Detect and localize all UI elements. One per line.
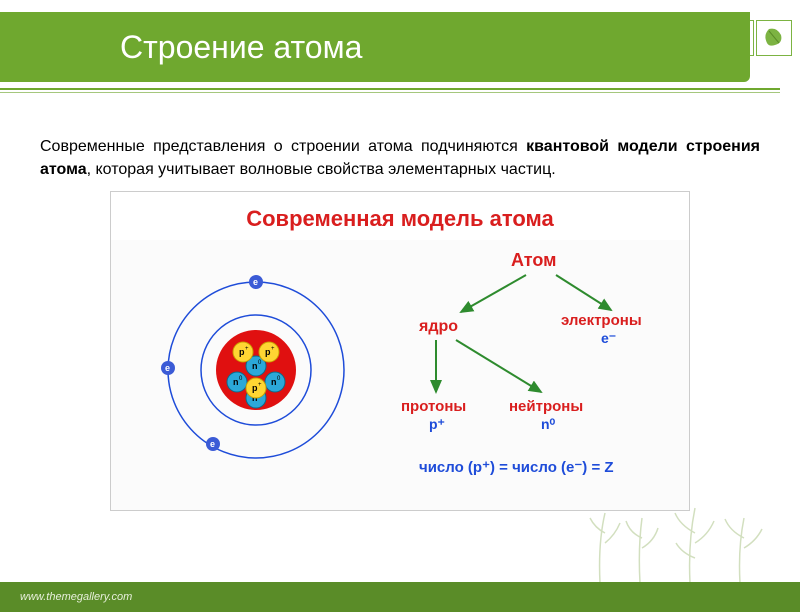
tree-diagram: Атом ядро электроны e⁻ протоны p⁺ нейтро…	[401, 240, 689, 500]
tree-atom: Атом	[511, 250, 556, 271]
tree-protons-sym: p⁺	[429, 416, 445, 433]
sq-3	[756, 20, 792, 56]
header-title: Строение атома	[120, 29, 362, 66]
svg-text:+: +	[271, 346, 275, 352]
tree-neutrons: нейтроны	[509, 398, 583, 415]
tree-nucleus: ядро	[419, 318, 458, 336]
svg-text:n: n	[233, 377, 239, 387]
figure-title: Современная модель атома	[111, 192, 689, 240]
svg-text:e: e	[253, 277, 258, 287]
body-post: , которая учитывает волновые свойства эл…	[87, 161, 556, 178]
svg-text:+: +	[245, 346, 249, 352]
formula: число (p⁺) = число (e⁻) = Z	[419, 458, 614, 476]
body-paragraph: Современные представления о строении ато…	[0, 117, 800, 191]
footer-bar: www.themegallery.com	[0, 582, 800, 612]
footer-text: www.themegallery.com	[20, 591, 132, 603]
tree-neutrons-sym: n⁰	[541, 416, 555, 433]
divider-2	[0, 92, 780, 93]
tree-electrons-sym: e⁻	[601, 330, 616, 347]
decor-plants	[580, 493, 780, 588]
svg-text:n: n	[271, 377, 277, 387]
header-bar: Строение атома	[0, 12, 750, 82]
body-pre: Современные представления о строении ато…	[40, 138, 526, 155]
svg-text:e: e	[165, 363, 170, 373]
svg-text:n: n	[252, 361, 258, 371]
svg-text:e: e	[210, 439, 215, 449]
tree-protons: протоны	[401, 398, 466, 415]
figure-box: Современная модель атома n0n0n0n0p+p+p+e…	[110, 191, 690, 511]
svg-text:+: +	[258, 382, 262, 388]
tree-electrons: электроны	[561, 312, 642, 329]
atom-diagram: n0n0n0n0p+p+p+eee	[111, 240, 401, 500]
divider-1	[0, 88, 780, 90]
